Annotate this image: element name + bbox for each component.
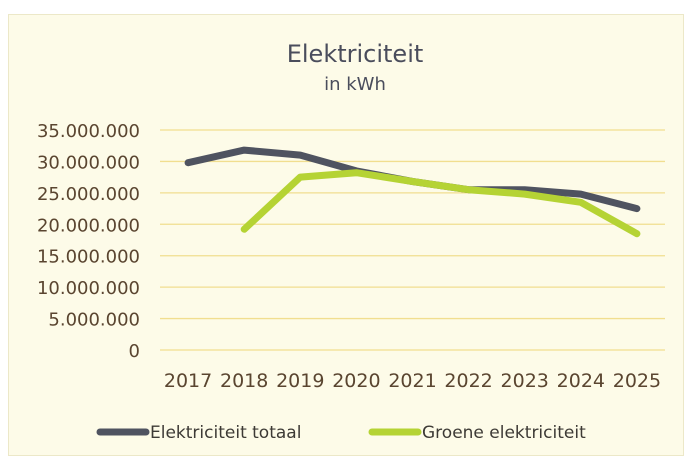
x-axis-ticks: 2017 2018 2019 2020 2021 2022 2023 2024 2025	[164, 370, 661, 392]
legend: Elektriciteit totaal Groene elektriciteit	[96, 423, 586, 443]
y-tick-label: 0	[129, 341, 140, 362]
x-tick-label: 2021	[388, 370, 436, 392]
y-tick-label: 35.000.000	[37, 121, 140, 142]
y-axis-ticks: 0 5.000.000 10.000.000 15.000.000 20.000.000…	[37, 121, 140, 362]
x-tick-label: 2022	[444, 370, 492, 392]
y-tick-label: 15.000.000	[37, 247, 140, 268]
series-lines	[184, 146, 641, 238]
y-tick-label: 5.000.000	[48, 310, 140, 331]
x-tick-label: 2024	[557, 370, 605, 392]
y-tick-label: 20.000.000	[37, 215, 140, 236]
y-tick-label: 10.000.000	[37, 278, 140, 299]
chart-subtitle: in kWh	[324, 74, 386, 95]
x-tick-label: 2019	[276, 370, 324, 392]
x-tick-label: 2023	[501, 370, 549, 392]
series-line-1	[240, 169, 641, 238]
x-tick-label: 2018	[220, 370, 268, 392]
x-tick-label: 2017	[164, 370, 212, 392]
gridlines	[160, 129, 665, 351]
y-tick-label: 30.000.000	[37, 152, 140, 173]
chart-panel	[8, 14, 684, 456]
y-tick-label: 25.000.000	[37, 184, 140, 205]
x-tick-label: 2025	[613, 370, 661, 392]
legend-label: Groene elektriciteit	[422, 423, 586, 443]
legend-label: Elektriciteit totaal	[150, 423, 301, 443]
chart-title: Elektriciteit	[287, 40, 424, 68]
x-tick-label: 2020	[332, 370, 380, 392]
